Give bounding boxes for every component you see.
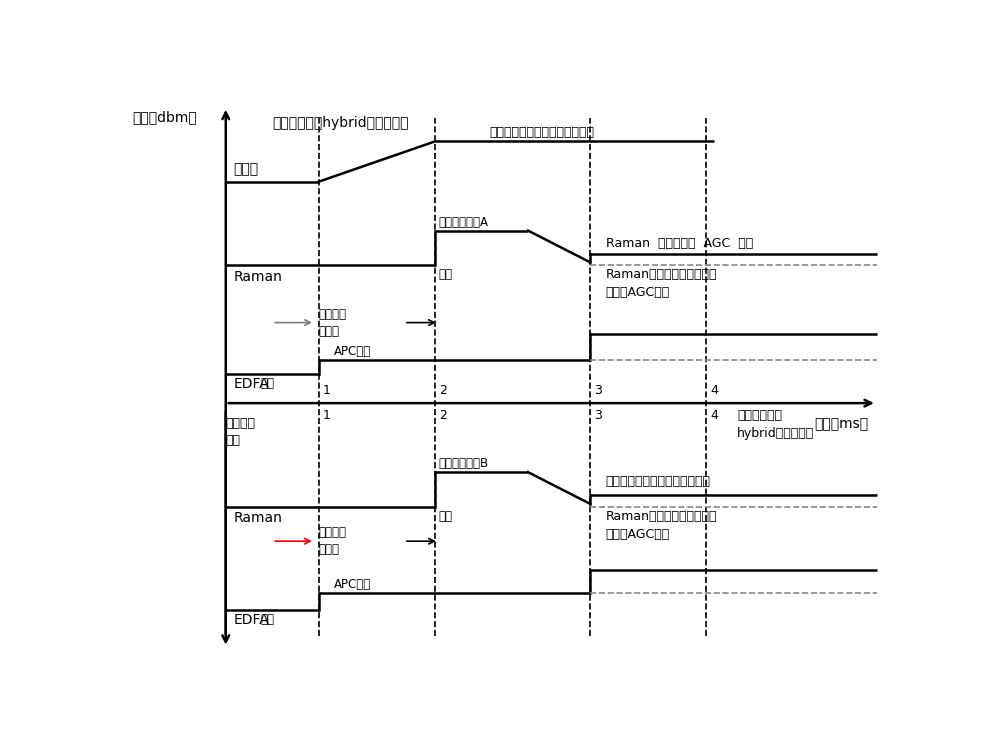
- Text: 自动增益校准B: 自动增益校准B: [439, 457, 489, 471]
- Text: 输入光稳
定判断: 输入光稳 定判断: [319, 308, 347, 338]
- Text: 功率（dbm）: 功率（dbm）: [133, 110, 198, 124]
- Text: 级联中第二台
hybrid开泵时序图: 级联中第二台 hybrid开泵时序图: [737, 409, 814, 440]
- Text: 自动增益校准完成后切换到目标: 自动增益校准完成后切换到目标: [606, 475, 710, 488]
- Text: 3: 3: [594, 409, 602, 422]
- Text: 开泵: 开泵: [439, 509, 453, 523]
- Text: 1: 1: [323, 385, 330, 397]
- Text: 时间（ms）: 时间（ms）: [815, 418, 869, 432]
- Text: Raman: Raman: [234, 511, 282, 525]
- Text: 2: 2: [439, 385, 447, 397]
- Text: 输入光稳
定判断: 输入光稳 定判断: [319, 526, 347, 557]
- Text: 输入光: 输入光: [234, 162, 259, 176]
- Text: Raman: Raman: [234, 270, 282, 284]
- Text: Raman自动增益校准完成后
切换到AGC模式: Raman自动增益校准完成后 切换到AGC模式: [606, 509, 717, 541]
- Text: 开泵: 开泵: [439, 268, 453, 281]
- Text: APC模式: APC模式: [334, 345, 372, 359]
- Text: EDFA: EDFA: [234, 377, 269, 391]
- Text: 4: 4: [710, 385, 718, 397]
- Text: 开泵: 开泵: [261, 613, 275, 626]
- Text: EDFA: EDFA: [234, 613, 269, 627]
- Text: 级联中第一台hybrid开泵时序图: 级联中第一台hybrid开泵时序图: [272, 116, 409, 129]
- Text: APC模式: APC模式: [334, 578, 372, 591]
- Text: Raman自动增益校准完成后
切换到AGC模式: Raman自动增益校准完成后 切换到AGC模式: [606, 268, 717, 299]
- Text: 4: 4: [710, 409, 718, 422]
- Text: 1: 1: [323, 409, 330, 422]
- Text: 3: 3: [594, 385, 602, 397]
- Text: 2: 2: [439, 409, 447, 422]
- Text: 开泵请求
时刻: 开泵请求 时刻: [226, 418, 256, 447]
- Text: 开泵: 开泵: [261, 377, 275, 390]
- Text: Raman  切换到目标  AGC  模式: Raman 切换到目标 AGC 模式: [606, 237, 753, 250]
- Text: 自动增益校准A: 自动增益校准A: [439, 216, 489, 229]
- Text: 自动增益校准完成后切换到目标: 自动增益校准完成后切换到目标: [489, 125, 594, 138]
